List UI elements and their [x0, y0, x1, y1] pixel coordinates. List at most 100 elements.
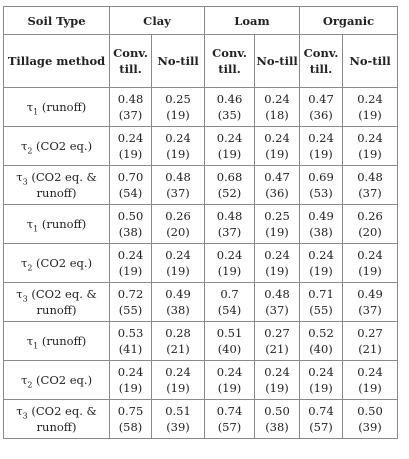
- cell-value: 0.28: [165, 326, 191, 340]
- table-cell: 0.27 (21): [254, 321, 300, 361]
- cell-value: 0.53: [117, 326, 144, 340]
- header-row-method: Tillage method Conv. till. No-till Conv.…: [3, 34, 398, 88]
- table-cell: 0.74 (57): [299, 399, 343, 439]
- table-cell: 0.72 (55): [109, 282, 152, 322]
- cell-percent: (19): [166, 108, 190, 122]
- soil-header-organic: Organic: [299, 6, 398, 35]
- cell-value: 0.26: [357, 209, 383, 223]
- cell-value: 0.24: [264, 92, 290, 106]
- table-cell: 0.24 (19): [342, 243, 398, 283]
- row-label-symbol: τ: [26, 334, 34, 348]
- row-label-symbol: τ: [16, 170, 23, 184]
- table-row: τ3 (CO2 eq. & runoff) 0.70 (54) 0.48 (37) 0.6…: [3, 165, 398, 205]
- table-cell: 0.50 (38): [109, 204, 152, 244]
- table-cell: 0.49 (37): [342, 282, 398, 322]
- cell-value: 0.24: [264, 365, 290, 379]
- row-label-subscript: 2: [27, 263, 33, 273]
- table-cell: 0.26 (20): [151, 204, 205, 244]
- method-header-notill: No-till: [342, 34, 398, 88]
- cell-percent: (37): [358, 303, 382, 317]
- table-cell: 0.24 (19): [299, 126, 343, 166]
- cell-percent: (37): [166, 186, 190, 200]
- table-cell: 0.53 (41): [109, 321, 152, 361]
- cell-value: 0.24: [216, 248, 243, 262]
- cell-percent: (38): [309, 225, 333, 239]
- row-label-subscript: 1: [33, 107, 39, 117]
- cell-percent: (58): [118, 420, 143, 434]
- cell-value: 0.24: [216, 365, 243, 379]
- table-cell: 0.24 (19): [109, 126, 152, 166]
- cell-value: 0.50: [357, 404, 383, 418]
- cell-percent: (52): [217, 186, 242, 200]
- cell-value: 0.49: [357, 287, 383, 301]
- cell-percent: (19): [358, 147, 382, 161]
- cell-percent: (38): [166, 303, 190, 317]
- table-cell: 0.25 (19): [151, 87, 205, 127]
- table-cell: 0.48 (37): [342, 165, 398, 205]
- table-cell: 0.71 (55): [299, 282, 343, 322]
- table-cell: 0.28 (21): [151, 321, 205, 361]
- table-cell: 0.24 (19): [151, 360, 205, 400]
- method-header-notill: No-till: [151, 34, 205, 88]
- cell-value: 0.24: [308, 365, 334, 379]
- table-cell: 0.50 (39): [342, 399, 398, 439]
- table-cell: 0.24 (19): [204, 126, 255, 166]
- table-cell: 0.24 (19): [109, 360, 152, 400]
- cell-value: 0.46: [216, 92, 243, 106]
- table-cell: 0.24 (19): [254, 243, 300, 283]
- results-table: Soil Type Clay Loam Organic Tillage meth…: [3, 6, 398, 439]
- cell-percent: (19): [309, 147, 333, 161]
- soil-type-header: Soil Type: [3, 6, 110, 35]
- cell-percent: (41): [118, 342, 143, 356]
- table-row: τ3 (CO2 eq. & runoff) 0.72 (55) 0.49 (38) 0.7…: [3, 282, 398, 322]
- cell-value: 0.70: [117, 170, 144, 184]
- method-header-conv: Conv. till.: [204, 34, 255, 88]
- table-cell: 0.48 (37): [254, 282, 300, 322]
- cell-value: 0.25: [264, 209, 290, 223]
- cell-value: 0.69: [308, 170, 334, 184]
- table-cell: 0.24 (19): [254, 360, 300, 400]
- cell-percent: (55): [309, 303, 333, 317]
- row-label-symbol: τ: [26, 100, 34, 114]
- cell-percent: (19): [217, 147, 242, 161]
- cell-percent: (54): [217, 303, 242, 317]
- cell-percent: (19): [265, 381, 289, 395]
- cell-value: 0.24: [117, 365, 144, 379]
- table-row: τ1 (runoff) 0.53 (41) 0.28 (21) 0.51 (40) 0.27 (…: [3, 321, 398, 361]
- table-cell: 0.24 (19): [204, 360, 255, 400]
- cell-percent: (19): [166, 264, 190, 278]
- table-cell: 0.24 (18): [254, 87, 300, 127]
- table-cell: 0.70 (54): [109, 165, 152, 205]
- cell-percent: (19): [358, 108, 382, 122]
- cell-value: 0.48: [357, 170, 383, 184]
- row-label-symbol: τ: [20, 373, 28, 387]
- table-cell: 0.52 (40): [299, 321, 343, 361]
- cell-value: 0.24: [308, 248, 334, 262]
- row-label: τ3 (CO2 eq. & runoff): [3, 282, 110, 322]
- cell-percent: (57): [309, 420, 333, 434]
- method-header-conv: Conv. till.: [109, 34, 152, 88]
- cell-percent: (21): [358, 342, 382, 356]
- cell-value: 0.24: [357, 131, 383, 145]
- cell-percent: (19): [358, 264, 382, 278]
- table-cell: 0.48 (37): [109, 87, 152, 127]
- table-cell: 0.24 (19): [342, 360, 398, 400]
- table-cell: 0.48 (37): [151, 165, 205, 205]
- row-label-text: (CO2 eq.): [32, 139, 93, 153]
- cell-percent: (19): [265, 147, 289, 161]
- row-label-symbol: τ: [20, 139, 28, 153]
- cell-percent: (37): [265, 303, 289, 317]
- cell-value: 0.47: [308, 92, 334, 106]
- cell-value: 0.72: [117, 287, 144, 301]
- cell-value: 0.7: [220, 287, 239, 301]
- table-cell: 0.24 (19): [151, 243, 205, 283]
- row-label-subscript: 2: [27, 380, 33, 390]
- cell-percent: (39): [166, 420, 190, 434]
- cell-percent: (37): [118, 108, 143, 122]
- cell-percent: (55): [118, 303, 143, 317]
- row-label-subscript: 1: [33, 224, 39, 234]
- table-cell: 0.24 (19): [109, 243, 152, 283]
- cell-value: 0.24: [165, 248, 191, 262]
- cell-percent: (19): [358, 381, 382, 395]
- row-label-text: (runoff): [38, 334, 87, 348]
